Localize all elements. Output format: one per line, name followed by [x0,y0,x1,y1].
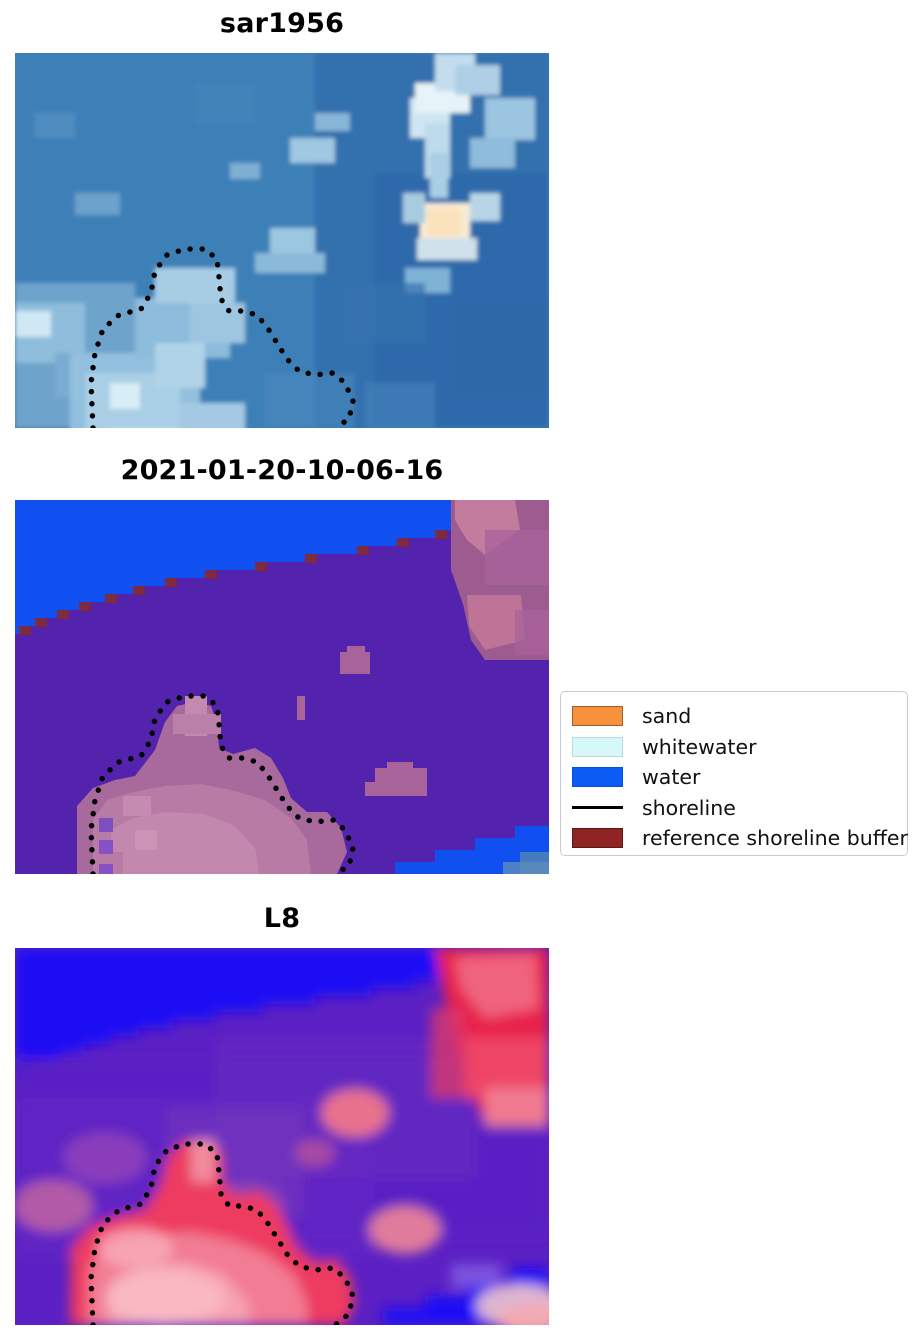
panel-title-sar1956: sar1956 [219,8,345,39]
sand-color-patch [572,706,623,727]
legend-swatch-water [572,762,634,793]
shoreline-line-sample [572,806,623,810]
legend-label-water: water [642,765,701,790]
whitewater-color-patch [572,736,623,757]
legend-swatch-sand [572,701,634,732]
land-region-main [77,696,347,874]
legend-swatch-shoreline [572,793,634,824]
legend-label-shoreline: shoreline [642,795,736,820]
legend-label-reference-shoreline-buffer: reference shoreline buffer [642,826,908,851]
legend-label-whitewater: whitewater [642,734,757,759]
classified-raster [15,500,549,874]
panel-image-classified[interactable] [15,500,549,874]
islet-regions [297,646,427,796]
l8-raster [15,948,549,1325]
legend-item-whitewater[interactable]: whitewater [572,732,898,763]
panel-image-l8[interactable] [15,948,549,1325]
sar1956-raster [15,53,549,428]
panel-title-l8: L8 [263,903,301,934]
water-color-patch [572,767,623,788]
reference-buffer-color-patch [572,828,623,849]
map-legend[interactable]: sand whitewater water shoreline referenc [560,691,908,856]
legend-swatch-reference-buffer [572,823,634,854]
panel-image-sar1956[interactable] [15,53,549,428]
water-class-region [15,500,549,634]
land-region-upper-right [451,500,549,660]
legend-swatch-whitewater [572,732,634,763]
legend-item-reference-shoreline-buffer[interactable]: reference shoreline buffer [572,823,908,854]
legend-label-sand: sand [642,704,692,729]
panel-title-classified: 2021-01-20-10-06-16 [120,455,444,486]
legend-item-shoreline[interactable]: shoreline [572,793,898,824]
legend-item-water[interactable]: water [572,762,898,793]
shoreline-path [88,1141,356,1325]
legend-item-sand[interactable]: sand [572,701,898,732]
shoreline-path [88,246,356,428]
